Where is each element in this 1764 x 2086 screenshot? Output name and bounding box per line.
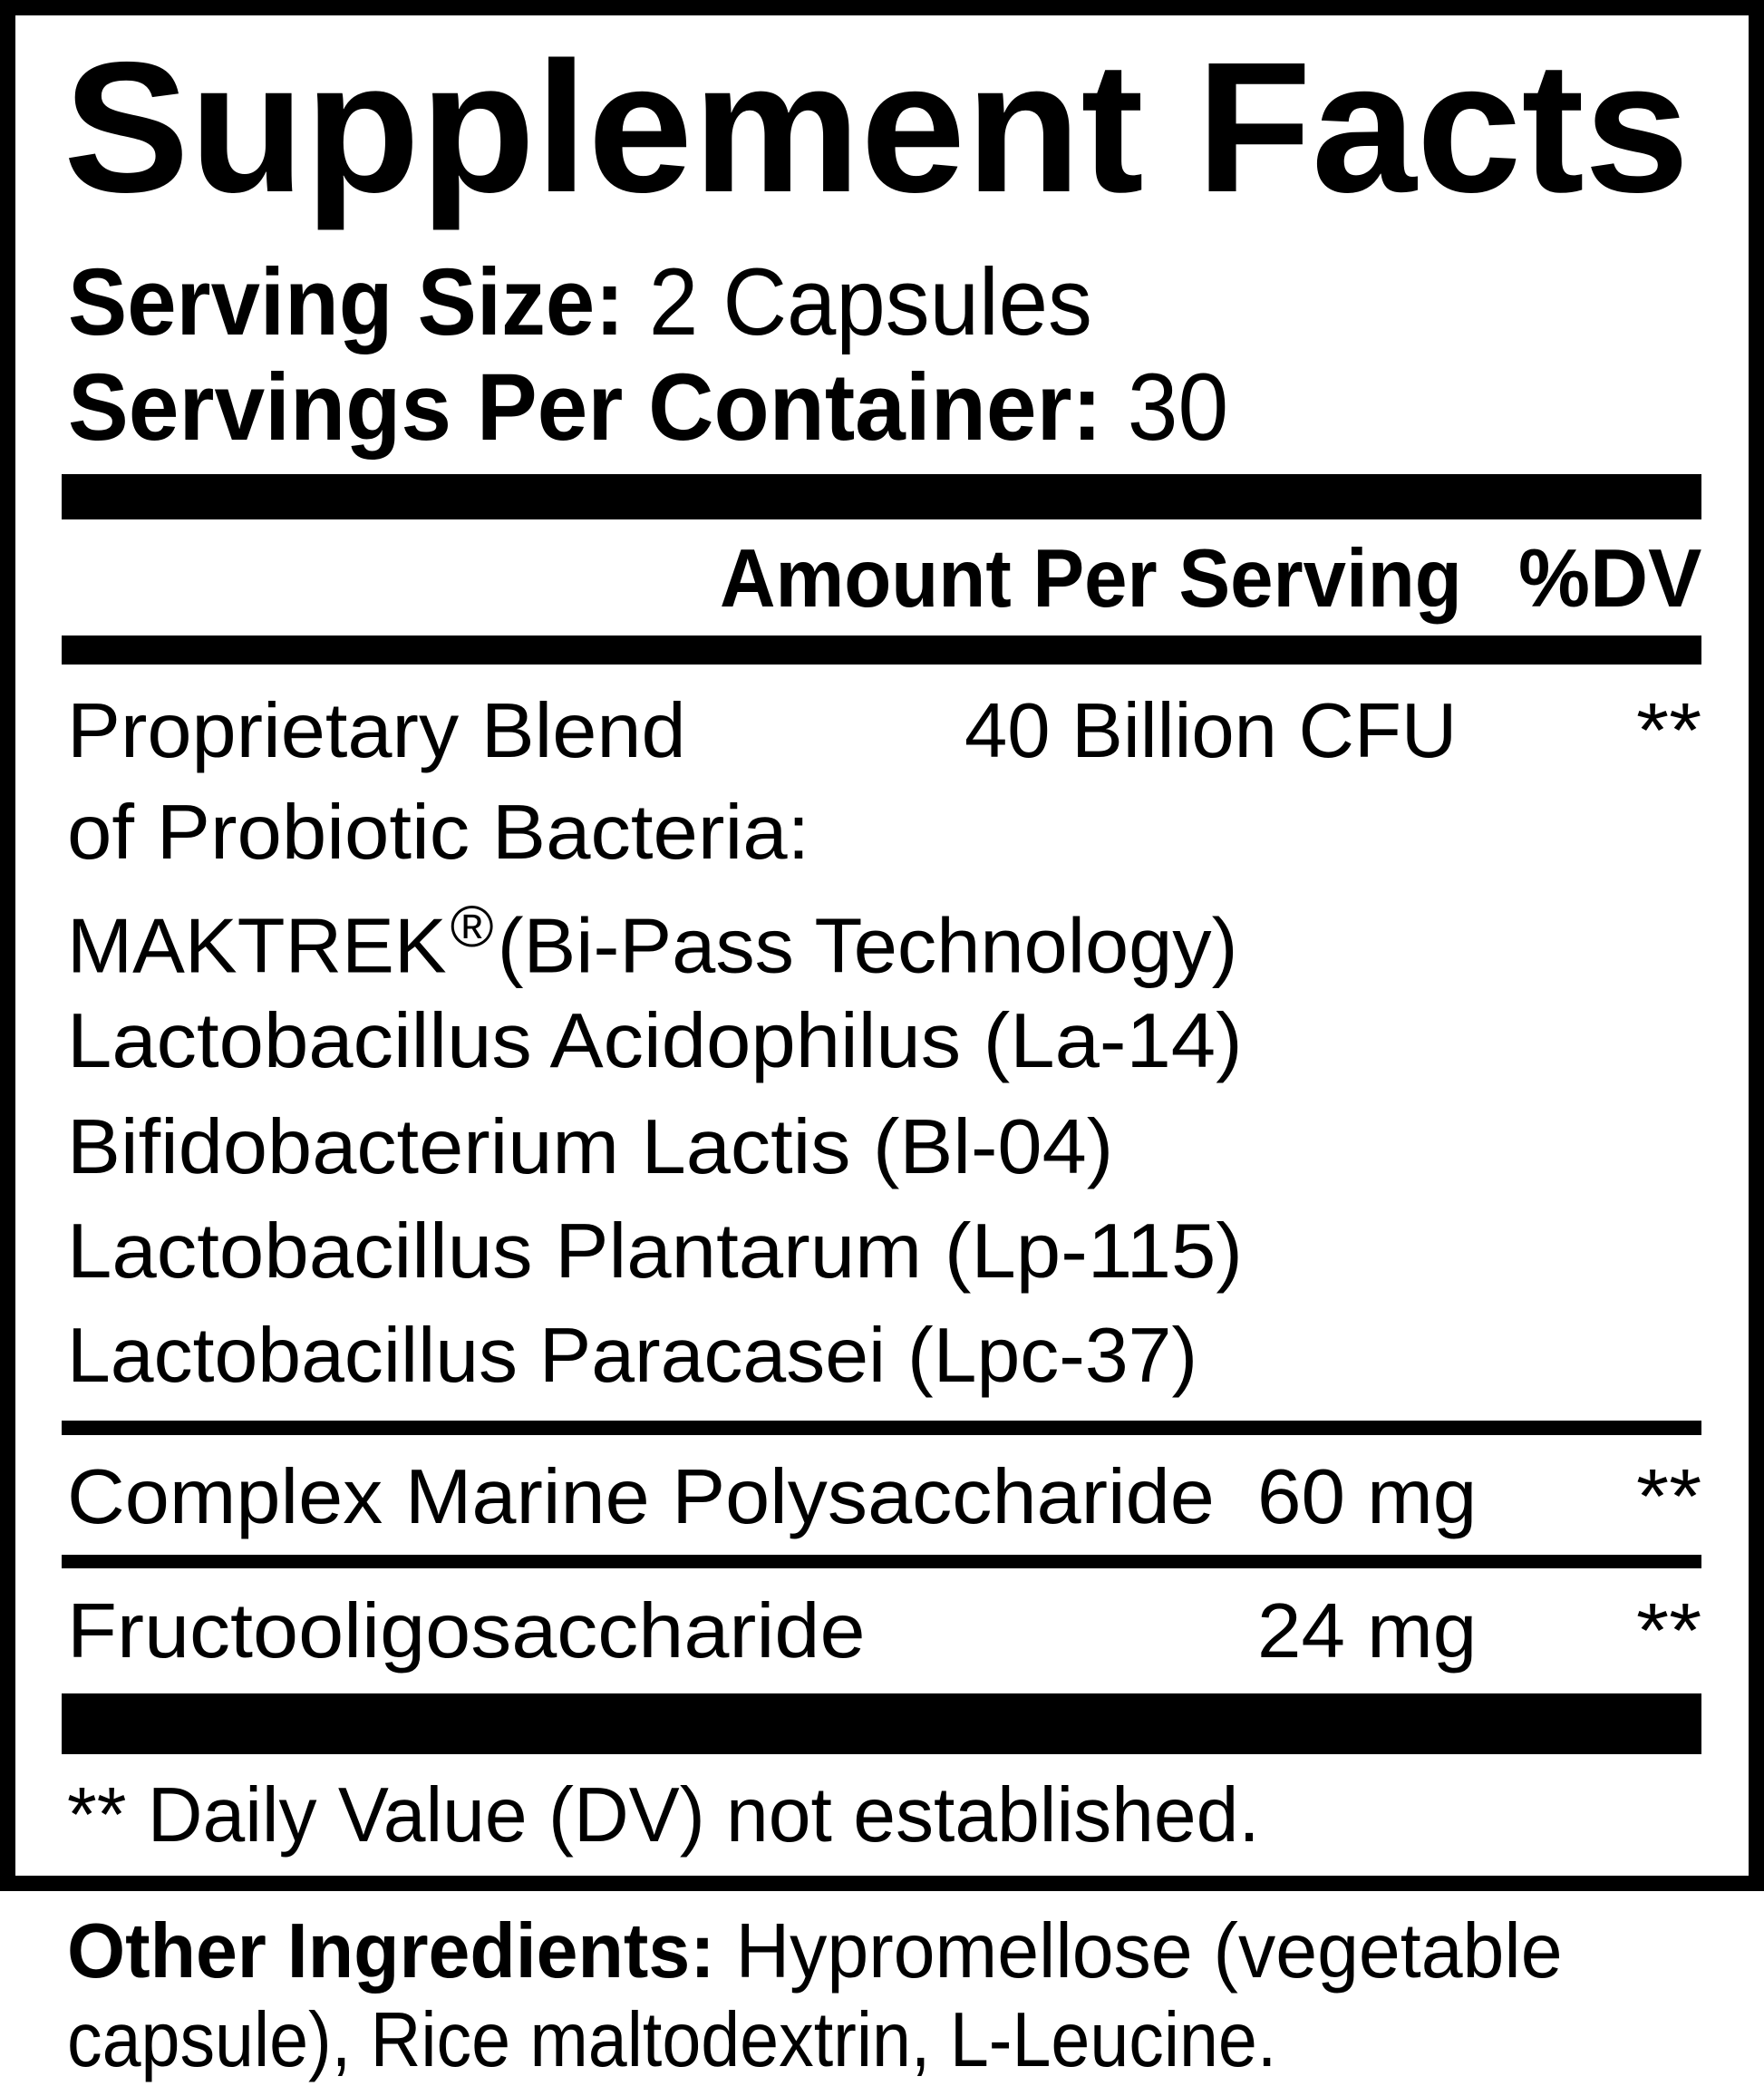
other-ingredients-label: Other Ingredients: xyxy=(67,1908,715,1994)
blend-amount: 40 Billion CFU xyxy=(964,688,1458,774)
other-ingredients-line2: capsule), Rice maltodextrin, L-Leucine. xyxy=(67,1997,1277,2083)
brand-name: MAKTREK xyxy=(67,903,447,990)
servings-per-container: Servings Per Container: 30 xyxy=(68,360,1228,455)
servings-per-container-value: 30 xyxy=(1127,354,1229,461)
serving-size: Serving Size: 2 Capsules xyxy=(68,255,1092,350)
ingredient-dv: ** xyxy=(1635,1454,1701,1540)
medium-divider xyxy=(62,636,1701,665)
footnote: ** Daily Value (DV) not established. xyxy=(67,1772,1260,1858)
brand-description: (Bi-Pass Technology) xyxy=(497,903,1238,990)
blend-name-line1: Proprietary Blend xyxy=(67,688,686,774)
servings-per-container-label: Servings Per Container: xyxy=(68,354,1102,461)
ingredient-amount: 60 mg xyxy=(1257,1454,1478,1540)
thin-divider xyxy=(62,1555,1701,1568)
serving-size-value: 2 Capsules xyxy=(648,249,1092,355)
serving-size-label: Serving Size: xyxy=(68,249,625,355)
ingredient-name: Complex Marine Polysaccharide xyxy=(67,1454,1215,1540)
supplement-facts-panel xyxy=(0,0,1764,1891)
other-ingredients-line1: Other Ingredients: Hypromellose (vegetab… xyxy=(67,1913,1563,1990)
blend-name-line2: of Probiotic Bacteria: xyxy=(67,790,810,876)
blend-dv: ** xyxy=(1635,688,1701,774)
dv-header: %DV xyxy=(1517,533,1701,625)
thick-divider xyxy=(62,1693,1701,1754)
thin-divider xyxy=(62,1421,1701,1435)
registered-mark-icon: ® xyxy=(450,894,494,959)
strain-item: Lactobacillus Plantarum (Lp-115) xyxy=(67,1208,1244,1295)
thick-divider xyxy=(62,474,1701,519)
ingredient-name: Fructooligosaccharide xyxy=(67,1588,866,1674)
ingredient-amount: 24 mg xyxy=(1257,1588,1478,1674)
amount-per-serving-header: Amount Per Serving xyxy=(720,533,1462,625)
other-ingredients-text: Hypromellose (vegetable xyxy=(735,1908,1563,1994)
strain-item: Lactobacillus Acidophilus (La-14) xyxy=(67,998,1243,1084)
blend-brand-line: MAKTREK®(Bi-Pass Technology) xyxy=(67,897,1237,985)
panel-title: Supplement Facts xyxy=(63,24,1690,231)
ingredient-dv: ** xyxy=(1635,1588,1701,1674)
strain-item: Lactobacillus Paracasei (Lpc-37) xyxy=(67,1313,1198,1399)
strain-item: Bifidobacterium Lactis (Bl-04) xyxy=(67,1104,1114,1190)
